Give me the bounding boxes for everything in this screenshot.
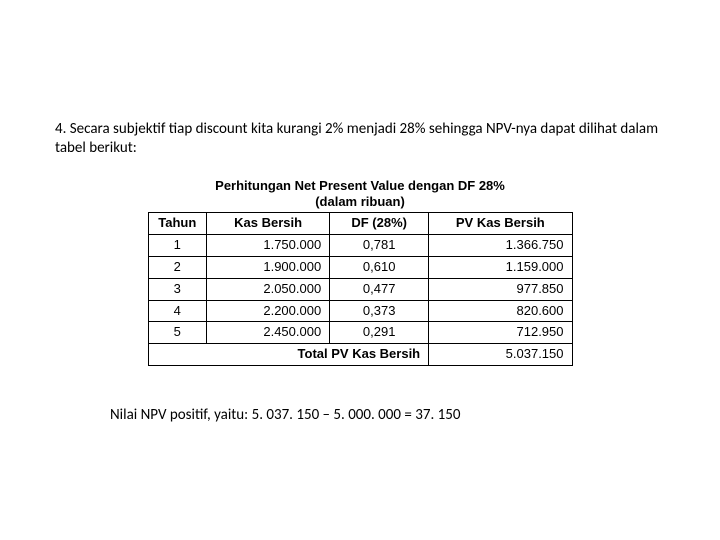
cell-pv: 1.159.000 bbox=[429, 256, 572, 278]
cell-tahun: 4 bbox=[148, 300, 207, 322]
cell-kas: 2.200.000 bbox=[207, 300, 330, 322]
cell-df: 0,781 bbox=[330, 234, 429, 256]
table-row: 2 1.900.000 0,610 1.159.000 bbox=[148, 256, 572, 278]
conclusion-text: Nilai NPV positif, yaitu: 5. 037. 150 – … bbox=[110, 406, 665, 424]
table-row: 4 2.200.000 0,373 820.600 bbox=[148, 300, 572, 322]
cell-df: 0,477 bbox=[330, 278, 429, 300]
slide: 4. Secara subjektif tiap discount kita k… bbox=[0, 0, 720, 424]
table-container: Perhitungan Net Present Value dengan DF … bbox=[148, 178, 573, 367]
cell-df: 0,610 bbox=[330, 256, 429, 278]
cell-tahun: 3 bbox=[148, 278, 207, 300]
cell-tahun: 1 bbox=[148, 234, 207, 256]
cell-kas: 1.750.000 bbox=[207, 234, 330, 256]
col-header-pv: PV Kas Bersih bbox=[429, 213, 572, 235]
cell-tahun: 5 bbox=[148, 322, 207, 344]
table-header-row: Tahun Kas Bersih DF (28%) PV Kas Bersih bbox=[148, 213, 572, 235]
cell-tahun: 2 bbox=[148, 256, 207, 278]
col-header-kas: Kas Bersih bbox=[207, 213, 330, 235]
cell-df: 0,373 bbox=[330, 300, 429, 322]
cell-df: 0,291 bbox=[330, 322, 429, 344]
cell-kas: 1.900.000 bbox=[207, 256, 330, 278]
cell-pv: 977.850 bbox=[429, 278, 572, 300]
col-header-tahun: Tahun bbox=[148, 213, 207, 235]
table-title-line2: (dalam ribuan) bbox=[315, 194, 405, 209]
table-title-line1: Perhitungan Net Present Value dengan DF … bbox=[215, 178, 505, 193]
cell-kas: 2.450.000 bbox=[207, 322, 330, 344]
table-row: 1 1.750.000 0,781 1.366.750 bbox=[148, 234, 572, 256]
table-total-row: Total PV Kas Bersih 5.037.150 bbox=[148, 344, 572, 366]
col-header-df: DF (28%) bbox=[330, 213, 429, 235]
cell-pv: 1.366.750 bbox=[429, 234, 572, 256]
total-label: Total PV Kas Bersih bbox=[148, 344, 429, 366]
table-row: 5 2.450.000 0,291 712.950 bbox=[148, 322, 572, 344]
cell-kas: 2.050.000 bbox=[207, 278, 330, 300]
table-title: Perhitungan Net Present Value dengan DF … bbox=[148, 178, 573, 211]
total-value: 5.037.150 bbox=[429, 344, 572, 366]
table-row: 3 2.050.000 0,477 977.850 bbox=[148, 278, 572, 300]
intro-paragraph: 4. Secara subjektif tiap discount kita k… bbox=[55, 120, 665, 158]
cell-pv: 712.950 bbox=[429, 322, 572, 344]
cell-pv: 820.600 bbox=[429, 300, 572, 322]
npv-table: Tahun Kas Bersih DF (28%) PV Kas Bersih … bbox=[148, 212, 573, 366]
